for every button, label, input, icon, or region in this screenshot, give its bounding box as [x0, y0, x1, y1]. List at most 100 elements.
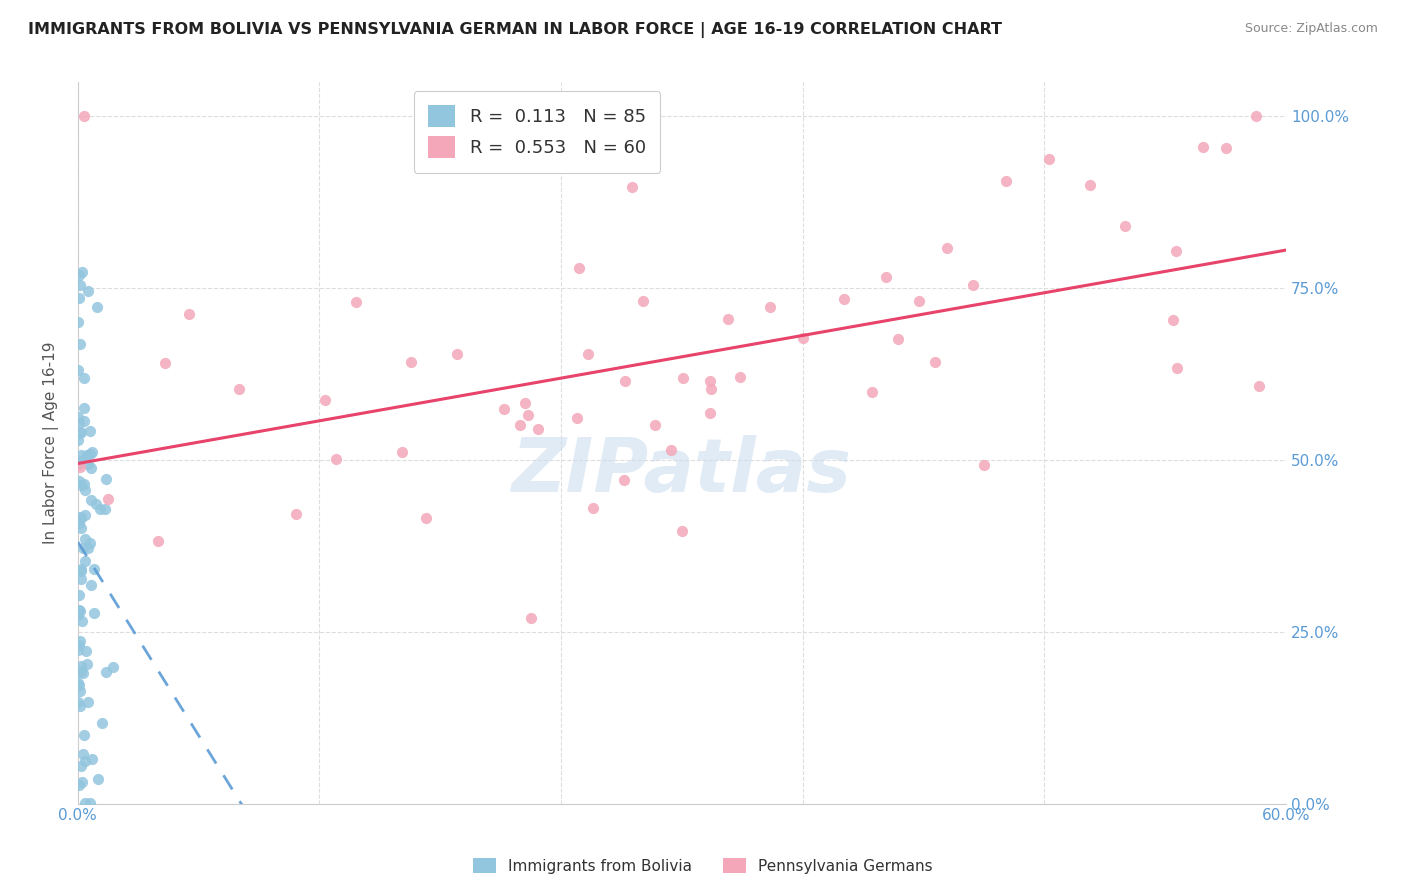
Point: [70, 659, 93, 673]
Point: [325, 451, 347, 466]
Point: [672, 370, 695, 384]
Point: [1192, 140, 1215, 154]
Point: [671, 524, 693, 539]
Point: [80, 752, 103, 766]
Point: [75, 553, 97, 567]
Point: [446, 347, 468, 361]
Point: [72, 541, 94, 555]
Point: [67, 268, 90, 282]
Point: [153, 356, 176, 370]
Point: [1244, 109, 1267, 123]
Point: [79, 797, 101, 811]
Point: [69, 759, 91, 773]
Point: [792, 331, 814, 345]
Point: [67, 638, 90, 652]
Point: [67, 607, 90, 622]
Point: [67, 458, 90, 472]
Point: [69, 425, 91, 440]
Point: [69, 510, 91, 524]
Point: [80, 461, 103, 475]
Point: [699, 374, 721, 388]
Point: [832, 292, 855, 306]
Point: [1078, 178, 1101, 193]
Point: [527, 422, 550, 436]
Point: [75, 796, 97, 810]
Point: [516, 408, 538, 422]
Point: [70, 564, 93, 578]
Point: [69, 683, 91, 698]
Point: [962, 277, 984, 292]
Point: [70, 478, 93, 492]
Point: [79, 447, 101, 461]
Point: [69, 588, 91, 602]
Point: [717, 311, 740, 326]
Point: [314, 392, 336, 407]
Point: [576, 347, 599, 361]
Point: [70, 614, 93, 628]
Point: [70, 425, 93, 439]
Point: [75, 508, 97, 522]
Point: [77, 695, 100, 709]
Point: [87, 772, 110, 787]
Point: [568, 260, 591, 275]
Point: [730, 370, 752, 384]
Point: [73, 414, 96, 428]
Point: [1166, 244, 1188, 259]
Point: [70, 511, 93, 525]
Point: [1114, 219, 1136, 234]
Point: [146, 534, 169, 549]
Point: [631, 294, 654, 309]
Point: [67, 433, 90, 447]
Point: [69, 634, 91, 648]
Point: [86, 300, 108, 314]
Point: [67, 416, 90, 430]
Point: [69, 572, 91, 586]
Text: IMMIGRANTS FROM BOLIVIA VS PENNSYLVANIA GERMAN IN LABOR FORCE | AGE 16-19 CORREL: IMMIGRANTS FROM BOLIVIA VS PENNSYLVANIA …: [28, 22, 1002, 38]
Point: [520, 611, 543, 625]
Point: [72, 775, 94, 789]
Text: ZIPatlas: ZIPatlas: [512, 435, 852, 508]
Point: [613, 474, 636, 488]
Point: [70, 265, 93, 279]
Point: [344, 295, 367, 310]
Point: [73, 109, 96, 123]
Point: [391, 445, 413, 459]
Point: [621, 180, 644, 194]
Point: [659, 443, 682, 458]
Point: [69, 277, 91, 292]
Point: [699, 406, 721, 420]
Point: [75, 643, 97, 657]
Point: [644, 417, 666, 432]
Point: [69, 604, 91, 618]
Point: [1215, 141, 1237, 155]
Point: [908, 293, 931, 308]
Point: [89, 502, 111, 516]
Legend: R =  0.113   N = 85, R =  0.553   N = 60: R = 0.113 N = 85, R = 0.553 N = 60: [413, 91, 661, 173]
Point: [494, 401, 516, 416]
Point: [875, 269, 897, 284]
Point: [1038, 152, 1060, 166]
Point: [995, 174, 1018, 188]
Point: [924, 355, 946, 369]
Point: [973, 458, 995, 472]
Point: [94, 665, 117, 680]
Point: [67, 602, 90, 616]
Point: [887, 332, 910, 346]
Point: [84, 497, 107, 511]
Point: [76, 284, 98, 298]
Point: [79, 424, 101, 438]
Point: [415, 511, 437, 525]
Point: [83, 607, 105, 621]
Point: [69, 337, 91, 351]
Point: [76, 448, 98, 462]
Point: [179, 308, 201, 322]
Point: [67, 363, 90, 377]
Point: [75, 754, 97, 768]
Point: [73, 477, 96, 491]
Point: [1166, 361, 1188, 376]
Point: [73, 728, 96, 742]
Point: [935, 241, 957, 255]
Point: [80, 492, 103, 507]
Point: [82, 444, 104, 458]
Point: [69, 459, 91, 474]
